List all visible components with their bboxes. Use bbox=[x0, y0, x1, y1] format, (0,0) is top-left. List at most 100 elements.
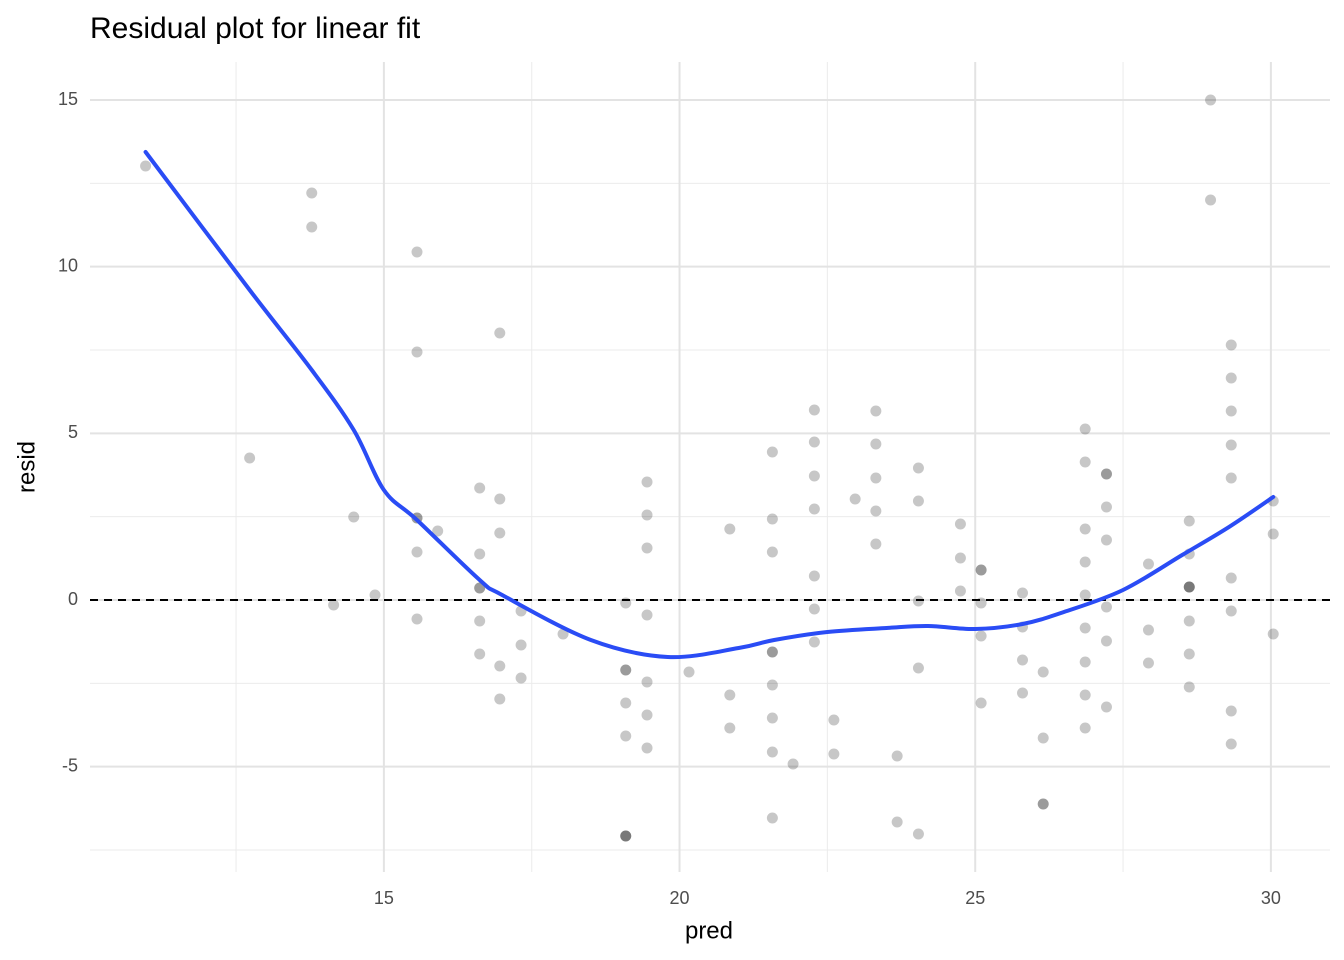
point bbox=[912, 495, 924, 507]
point bbox=[828, 748, 840, 760]
point bbox=[870, 405, 882, 417]
point bbox=[766, 812, 778, 824]
point bbox=[1225, 572, 1237, 584]
point bbox=[1079, 456, 1091, 468]
point bbox=[620, 830, 632, 842]
point bbox=[808, 603, 820, 615]
point bbox=[1079, 556, 1091, 568]
point bbox=[808, 570, 820, 582]
point bbox=[766, 546, 778, 558]
point bbox=[1100, 468, 1112, 480]
point bbox=[1142, 558, 1154, 570]
point bbox=[912, 662, 924, 674]
point bbox=[620, 697, 632, 709]
point bbox=[1183, 515, 1195, 527]
point bbox=[1100, 635, 1112, 647]
point bbox=[1267, 628, 1279, 640]
point bbox=[474, 482, 486, 494]
point bbox=[1225, 439, 1237, 451]
y-tick-label: 10 bbox=[58, 255, 78, 275]
point bbox=[891, 750, 903, 762]
point bbox=[474, 582, 486, 594]
point bbox=[328, 599, 340, 611]
point bbox=[870, 472, 882, 484]
point bbox=[808, 503, 820, 515]
point bbox=[1183, 681, 1195, 693]
point bbox=[1079, 656, 1091, 668]
point bbox=[641, 742, 653, 754]
point bbox=[1225, 472, 1237, 484]
point bbox=[891, 816, 903, 828]
point bbox=[1037, 798, 1049, 810]
point bbox=[306, 187, 318, 199]
point bbox=[1225, 738, 1237, 750]
point bbox=[1079, 722, 1091, 734]
smooth-line bbox=[143, 150, 1276, 660]
point bbox=[766, 679, 778, 691]
point bbox=[1225, 372, 1237, 384]
y-tick-label: 5 bbox=[68, 422, 78, 442]
point bbox=[975, 564, 987, 576]
point bbox=[1183, 615, 1195, 627]
point bbox=[870, 438, 882, 450]
point bbox=[808, 404, 820, 416]
point bbox=[724, 689, 736, 701]
point bbox=[849, 493, 861, 505]
point bbox=[1267, 528, 1279, 540]
point bbox=[1037, 666, 1049, 678]
grid bbox=[90, 62, 1330, 872]
point bbox=[724, 722, 736, 734]
point bbox=[620, 664, 632, 676]
point bbox=[1079, 523, 1091, 535]
point bbox=[494, 660, 506, 672]
point bbox=[1183, 648, 1195, 660]
point bbox=[870, 538, 882, 550]
point bbox=[620, 664, 632, 676]
point bbox=[787, 758, 799, 770]
point bbox=[641, 476, 653, 488]
point bbox=[641, 509, 653, 521]
point bbox=[683, 666, 695, 678]
point bbox=[975, 630, 987, 642]
point bbox=[870, 505, 882, 517]
y-axis-label: resid bbox=[13, 441, 40, 493]
point bbox=[766, 513, 778, 525]
point bbox=[306, 221, 318, 233]
point bbox=[975, 697, 987, 709]
x-tick-label: 15 bbox=[374, 888, 394, 908]
point bbox=[474, 615, 486, 627]
point bbox=[369, 589, 381, 601]
x-axis-label: pred bbox=[685, 917, 733, 944]
point bbox=[244, 452, 256, 464]
point bbox=[1142, 657, 1154, 669]
point bbox=[766, 746, 778, 758]
point bbox=[1037, 732, 1049, 744]
point bbox=[494, 493, 506, 505]
point bbox=[912, 462, 924, 474]
point bbox=[954, 518, 966, 530]
marks bbox=[90, 94, 1330, 842]
point bbox=[954, 585, 966, 597]
y-tick-label: 0 bbox=[68, 589, 78, 609]
x-tick-label: 25 bbox=[965, 888, 985, 908]
point bbox=[411, 246, 423, 258]
point bbox=[1100, 601, 1112, 613]
point bbox=[766, 712, 778, 724]
point bbox=[411, 346, 423, 358]
point bbox=[494, 327, 506, 339]
point bbox=[140, 160, 152, 172]
point bbox=[1100, 468, 1112, 480]
point bbox=[1079, 622, 1091, 634]
point bbox=[1183, 581, 1195, 593]
point bbox=[808, 636, 820, 648]
point bbox=[1225, 339, 1237, 351]
point bbox=[1205, 94, 1217, 106]
point bbox=[1017, 654, 1029, 666]
point bbox=[641, 542, 653, 554]
point bbox=[1017, 587, 1029, 599]
point bbox=[474, 648, 486, 660]
point bbox=[641, 609, 653, 621]
point bbox=[1183, 581, 1195, 593]
